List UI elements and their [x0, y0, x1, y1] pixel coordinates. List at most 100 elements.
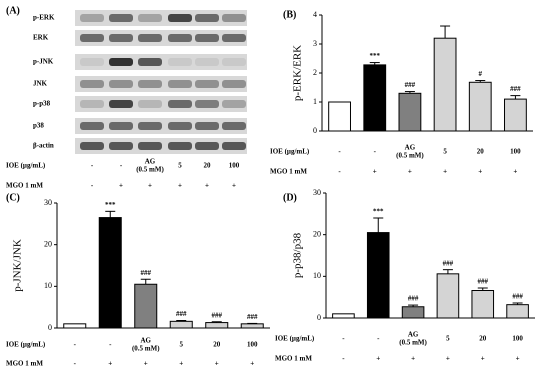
table-cell: 100: [247, 341, 258, 349]
table-row-label: IOE (µg/mL): [270, 148, 310, 156]
blot-band: [138, 80, 162, 88]
table-cell: -: [74, 360, 77, 368]
blot-band: [138, 142, 162, 150]
table-cell: +: [516, 355, 520, 363]
table-cell: (0.5 mM): [136, 166, 164, 174]
y-tick-label: 0: [317, 313, 321, 322]
table-cell: -: [338, 168, 341, 176]
table-cell: +: [373, 168, 377, 176]
blot-band: [168, 14, 192, 22]
blot-band: [109, 34, 133, 42]
blot-band: [80, 14, 104, 22]
table-row-label: MGO 1 mM: [6, 182, 43, 190]
annotation: ###: [405, 81, 416, 89]
table-cell: AG: [141, 337, 152, 345]
blot-row-label: JNK: [33, 80, 48, 88]
table-cell: -: [109, 341, 112, 349]
table-cell: +: [178, 182, 182, 190]
annotation: ***: [105, 201, 116, 209]
y-tick-label: 2: [313, 68, 317, 77]
annotation: ###: [176, 310, 187, 318]
table-cell: +: [408, 168, 412, 176]
blot-band: [109, 122, 133, 130]
blot-band: [168, 80, 192, 88]
y-tick-label: 30: [313, 188, 321, 197]
blot-band: [222, 142, 246, 150]
bar: [504, 98, 527, 132]
annotation: ###: [510, 85, 521, 93]
blot-band: [109, 80, 133, 88]
bar: [366, 232, 390, 319]
y-tick-label: 10: [313, 271, 321, 280]
blot-band: [195, 142, 219, 150]
table-row-label: MGO 1 mM: [270, 168, 307, 176]
bar: [506, 304, 529, 319]
blot-band: [195, 80, 219, 88]
y-tick-label: 3: [313, 39, 317, 48]
blot-row-label: p38: [33, 122, 44, 130]
blot-band: [109, 58, 133, 66]
table-cell: -: [342, 335, 345, 343]
blot-band: [222, 58, 246, 66]
annotation: ###: [247, 313, 258, 321]
table-cell: +: [250, 360, 254, 368]
table-cell: +: [144, 360, 148, 368]
blot-row-label: p-p38: [33, 100, 51, 108]
panel-label: (A): [6, 5, 20, 16]
table-cell: (0.5 mM): [396, 152, 424, 160]
blot-row-label: β-actin: [33, 142, 54, 150]
annotation: #: [479, 70, 483, 78]
table-cell: +: [119, 182, 123, 190]
table-cell: 20: [204, 162, 212, 170]
annotation: ###: [478, 278, 489, 286]
annotation: ###: [408, 295, 419, 303]
bar: [436, 273, 460, 319]
blot-band: [80, 100, 104, 108]
blot-band: [195, 34, 219, 42]
table-cell: (0.5 mM): [399, 339, 427, 347]
blot-band: [222, 34, 246, 42]
table-cell: +: [148, 182, 152, 190]
table-cell: AG: [405, 144, 416, 152]
blot-row-label: p-JNK: [33, 58, 54, 66]
y-axis-label: p-JNK/JNK: [12, 239, 24, 292]
blot-band: [195, 58, 219, 66]
bar: [433, 37, 457, 132]
annotation: ###: [141, 269, 152, 277]
table-cell: +: [108, 360, 112, 368]
blot-band: [80, 34, 104, 42]
table-cell: -: [374, 148, 377, 156]
blot-band: [80, 122, 104, 130]
blot-band: [168, 34, 192, 42]
table-cell: 5: [180, 341, 184, 349]
bar: [398, 92, 422, 132]
y-axis-label: p-ERK/ERK: [292, 45, 304, 101]
blot-band: [222, 122, 246, 130]
table-cell: -: [120, 162, 123, 170]
table-cell: +: [446, 355, 450, 363]
blot-band: [195, 100, 219, 108]
y-tick-label: 0: [313, 126, 317, 135]
table-cell: 5: [178, 162, 182, 170]
bar: [98, 217, 122, 329]
table-cell: 5: [446, 335, 450, 343]
table-cell: -: [91, 182, 94, 190]
table-row-label: IOE (µg/mL): [6, 162, 46, 170]
annotation: ###: [212, 311, 223, 319]
blot-band: [195, 122, 219, 130]
table-row-label: IOE (µg/mL): [6, 341, 46, 349]
blot-row-label: p-ERK: [33, 14, 55, 22]
y-tick-label: 1: [313, 97, 317, 106]
blot-band: [138, 122, 162, 130]
blot-band: [138, 14, 162, 22]
table-cell: -: [338, 148, 341, 156]
annotation: ***: [373, 208, 384, 216]
blot-band: [80, 142, 104, 150]
bar: [332, 313, 355, 319]
y-tick-label: 20: [44, 239, 52, 248]
table-cell: 20: [477, 148, 485, 156]
blot-band: [109, 100, 133, 108]
bar: [134, 283, 158, 329]
table-cell: -: [342, 355, 345, 363]
